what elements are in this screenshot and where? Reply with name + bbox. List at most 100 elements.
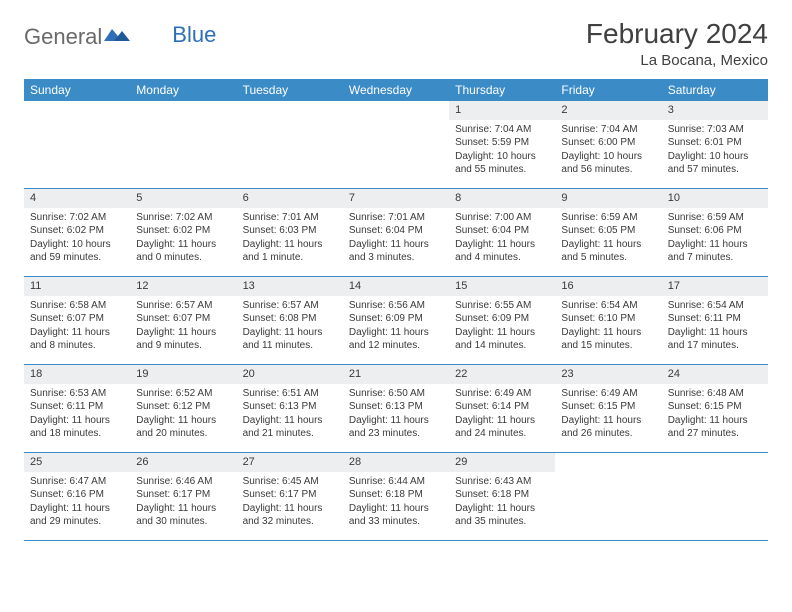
sunrise-text: Sunrise: 6:54 AM: [561, 299, 655, 313]
sunset-text: Sunset: 6:10 PM: [561, 312, 655, 326]
daylight-text-1: Daylight: 11 hours: [243, 502, 337, 516]
day-body: Sunrise: 6:52 AMSunset: 6:12 PMDaylight:…: [130, 384, 236, 446]
sunset-text: Sunset: 6:03 PM: [243, 224, 337, 238]
day-number: 5: [130, 189, 236, 208]
day-number: 10: [662, 189, 768, 208]
day-cell: 8Sunrise: 7:00 AMSunset: 6:04 PMDaylight…: [449, 189, 555, 276]
sunrise-text: Sunrise: 7:04 AM: [561, 123, 655, 137]
day-body: Sunrise: 6:43 AMSunset: 6:18 PMDaylight:…: [449, 472, 555, 534]
sunset-text: Sunset: 6:14 PM: [455, 400, 549, 414]
sunset-text: Sunset: 6:04 PM: [455, 224, 549, 238]
sunrise-text: Sunrise: 6:45 AM: [243, 475, 337, 489]
day-cell: 10Sunrise: 6:59 AMSunset: 6:06 PMDayligh…: [662, 189, 768, 276]
day-number: 14: [343, 277, 449, 296]
daylight-text-1: Daylight: 11 hours: [455, 326, 549, 340]
day-number: 1: [449, 101, 555, 120]
daylight-text-2: and 4 minutes.: [455, 251, 549, 265]
sunset-text: Sunset: 5:59 PM: [455, 136, 549, 150]
daylight-text-2: and 18 minutes.: [30, 427, 124, 441]
day-cell: 19Sunrise: 6:52 AMSunset: 6:12 PMDayligh…: [130, 365, 236, 452]
flag-icon: [104, 26, 130, 49]
day-number: 21: [343, 365, 449, 384]
day-cell: 4Sunrise: 7:02 AMSunset: 6:02 PMDaylight…: [24, 189, 130, 276]
daylight-text-1: Daylight: 11 hours: [30, 414, 124, 428]
calendar-grid: Sunday Monday Tuesday Wednesday Thursday…: [24, 79, 768, 541]
day-cell: 9Sunrise: 6:59 AMSunset: 6:05 PMDaylight…: [555, 189, 661, 276]
daylight-text-2: and 15 minutes.: [561, 339, 655, 353]
sunset-text: Sunset: 6:05 PM: [561, 224, 655, 238]
day-cell: 14Sunrise: 6:56 AMSunset: 6:09 PMDayligh…: [343, 277, 449, 364]
day-body: Sunrise: 6:54 AMSunset: 6:11 PMDaylight:…: [662, 296, 768, 358]
day-body: Sunrise: 6:55 AMSunset: 6:09 PMDaylight:…: [449, 296, 555, 358]
day-cell: [555, 453, 661, 540]
day-cell: 18Sunrise: 6:53 AMSunset: 6:11 PMDayligh…: [24, 365, 130, 452]
sunset-text: Sunset: 6:11 PM: [668, 312, 762, 326]
day-number: 26: [130, 453, 236, 472]
daylight-text-2: and 0 minutes.: [136, 251, 230, 265]
sunset-text: Sunset: 6:15 PM: [561, 400, 655, 414]
sunrise-text: Sunrise: 7:01 AM: [243, 211, 337, 225]
day-number: 3: [662, 101, 768, 120]
day-number: 27: [237, 453, 343, 472]
sunrise-text: Sunrise: 6:47 AM: [30, 475, 124, 489]
day-body: Sunrise: 6:59 AMSunset: 6:06 PMDaylight:…: [662, 208, 768, 270]
day-body: Sunrise: 7:02 AMSunset: 6:02 PMDaylight:…: [24, 208, 130, 270]
daylight-text-2: and 1 minute.: [243, 251, 337, 265]
daylight-text-2: and 27 minutes.: [668, 427, 762, 441]
daylight-text-1: Daylight: 11 hours: [30, 502, 124, 516]
daylight-text-2: and 56 minutes.: [561, 163, 655, 177]
day-body: Sunrise: 6:58 AMSunset: 6:07 PMDaylight:…: [24, 296, 130, 358]
daylight-text-1: Daylight: 11 hours: [455, 502, 549, 516]
sunrise-text: Sunrise: 7:01 AM: [349, 211, 443, 225]
day-cell: 21Sunrise: 6:50 AMSunset: 6:13 PMDayligh…: [343, 365, 449, 452]
day-body: Sunrise: 6:45 AMSunset: 6:17 PMDaylight:…: [237, 472, 343, 534]
day-cell: 7Sunrise: 7:01 AMSunset: 6:04 PMDaylight…: [343, 189, 449, 276]
daylight-text-2: and 11 minutes.: [243, 339, 337, 353]
daylight-text-1: Daylight: 11 hours: [349, 326, 443, 340]
day-cell: 15Sunrise: 6:55 AMSunset: 6:09 PMDayligh…: [449, 277, 555, 364]
daylight-text-1: Daylight: 11 hours: [561, 414, 655, 428]
day-number: 8: [449, 189, 555, 208]
month-title: February 2024: [586, 18, 768, 50]
daylight-text-2: and 17 minutes.: [668, 339, 762, 353]
day-cell: 17Sunrise: 6:54 AMSunset: 6:11 PMDayligh…: [662, 277, 768, 364]
day-cell: 6Sunrise: 7:01 AMSunset: 6:03 PMDaylight…: [237, 189, 343, 276]
sunrise-text: Sunrise: 6:49 AM: [455, 387, 549, 401]
sunrise-text: Sunrise: 7:00 AM: [455, 211, 549, 225]
sunrise-text: Sunrise: 6:52 AM: [136, 387, 230, 401]
day-body: Sunrise: 6:54 AMSunset: 6:10 PMDaylight:…: [555, 296, 661, 358]
daylight-text-1: Daylight: 11 hours: [349, 502, 443, 516]
sunrise-text: Sunrise: 6:55 AM: [455, 299, 549, 313]
day-body: Sunrise: 6:57 AMSunset: 6:08 PMDaylight:…: [237, 296, 343, 358]
daylight-text-1: Daylight: 11 hours: [243, 414, 337, 428]
daylight-text-1: Daylight: 10 hours: [30, 238, 124, 252]
day-number: 22: [449, 365, 555, 384]
sunrise-text: Sunrise: 7:02 AM: [136, 211, 230, 225]
day-number: 15: [449, 277, 555, 296]
daylight-text-1: Daylight: 11 hours: [136, 326, 230, 340]
day-cell: [24, 101, 130, 188]
sunset-text: Sunset: 6:17 PM: [136, 488, 230, 502]
day-cell: 26Sunrise: 6:46 AMSunset: 6:17 PMDayligh…: [130, 453, 236, 540]
sunrise-text: Sunrise: 6:57 AM: [136, 299, 230, 313]
day-number: 17: [662, 277, 768, 296]
daylight-text-1: Daylight: 11 hours: [455, 414, 549, 428]
sunset-text: Sunset: 6:15 PM: [668, 400, 762, 414]
sunset-text: Sunset: 6:13 PM: [243, 400, 337, 414]
brand-name-1: General: [24, 24, 102, 50]
daylight-text-1: Daylight: 11 hours: [30, 326, 124, 340]
day-number: 13: [237, 277, 343, 296]
sunset-text: Sunset: 6:11 PM: [30, 400, 124, 414]
daylight-text-2: and 29 minutes.: [30, 515, 124, 529]
daylight-text-2: and 12 minutes.: [349, 339, 443, 353]
day-cell: [343, 101, 449, 188]
daylight-text-2: and 32 minutes.: [243, 515, 337, 529]
sunrise-text: Sunrise: 7:02 AM: [30, 211, 124, 225]
day-cell: 22 Sunrise: 6:49 AMSunset: 6:14 PMDayligh…: [449, 365, 555, 452]
day-body: Sunrise: 6:59 AMSunset: 6:05 PMDaylight:…: [555, 208, 661, 270]
sunrise-text: Sunrise: 6:59 AM: [668, 211, 762, 225]
daylight-text-2: and 30 minutes.: [136, 515, 230, 529]
day-body: Sunrise: 6:56 AMSunset: 6:09 PMDaylight:…: [343, 296, 449, 358]
daylight-text-1: Daylight: 10 hours: [455, 150, 549, 164]
sunset-text: Sunset: 6:18 PM: [455, 488, 549, 502]
